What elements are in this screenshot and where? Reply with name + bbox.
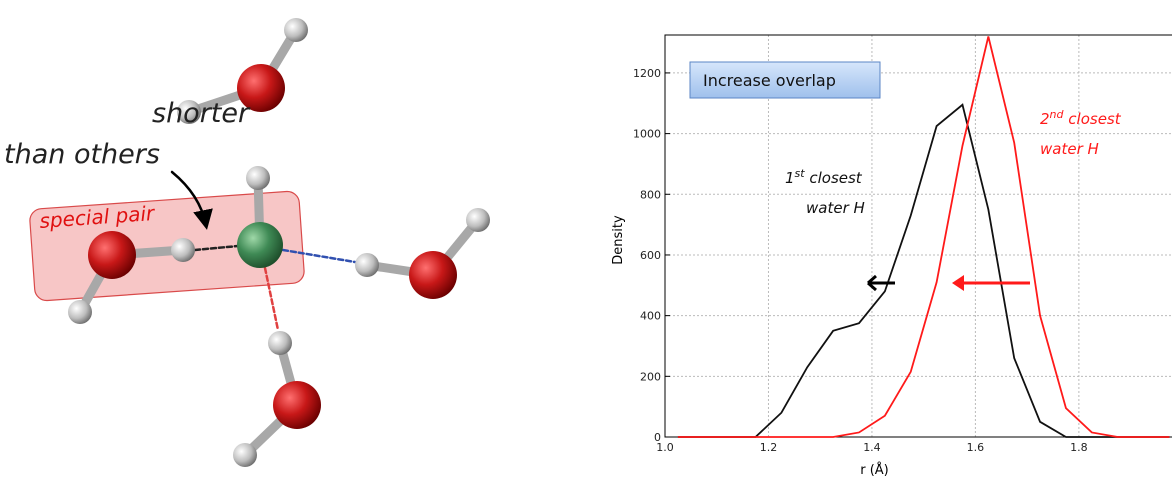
x-tick-label: 1.8 [1070, 441, 1088, 454]
annotation-part: 1 [785, 169, 795, 187]
x-tick-label: 1.0 [656, 441, 674, 454]
annotation-part: 2 [1040, 110, 1050, 128]
annotation: water H [806, 199, 865, 217]
x-axis-label: r (Å) [860, 462, 889, 478]
y-tick-label: 600 [640, 249, 661, 262]
annotation: water H [1040, 140, 1099, 158]
figure: special pair shorter than others 0200400… [0, 0, 1172, 479]
x-tick-label: 1.2 [760, 441, 778, 454]
annotation-part: closest [805, 169, 863, 187]
annotation-part: closest [1064, 110, 1122, 128]
y-tick-label: 400 [640, 310, 661, 323]
y-tick-label: 800 [640, 188, 661, 201]
annotation-part: nd [1050, 108, 1065, 121]
x-tick-label: 1.6 [967, 441, 985, 454]
annotation: 1st closest [785, 167, 863, 187]
y-tick-label: 1000 [633, 128, 661, 141]
annotation: 2nd closest [1040, 108, 1122, 128]
y-axis-label: Density [611, 215, 626, 265]
x-tick-label: 1.4 [863, 441, 881, 454]
label: shorter [152, 98, 251, 129]
molecule-diagram: special pair shorter than others [4, 18, 490, 467]
y-tick-label: 200 [640, 370, 661, 383]
y-tick-label: 1200 [633, 67, 661, 80]
label: than others [4, 139, 160, 170]
annotation: Increase overlap [703, 71, 836, 90]
arrowhead [952, 275, 964, 291]
